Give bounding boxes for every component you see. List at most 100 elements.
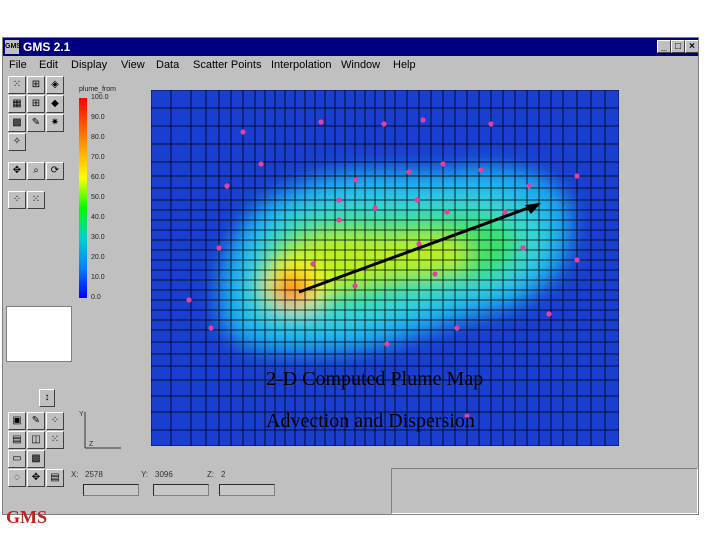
menu-window[interactable]: Window [341, 59, 381, 71]
legend-label: 0.0 [91, 294, 101, 301]
scatter-point[interactable] [336, 217, 342, 223]
scatter-point[interactable] [318, 119, 324, 125]
pattern-tool-icon[interactable]: ⁙ [46, 431, 64, 449]
menu-view[interactable]: View [121, 59, 145, 71]
grid-tool-icon[interactable]: ▦ [8, 95, 26, 113]
caption-subtitle: Advection and Dispersion [266, 410, 475, 432]
scatter-point[interactable] [384, 341, 390, 347]
select-node-tool-icon[interactable]: ◈ [46, 76, 64, 94]
scatter-point[interactable] [414, 197, 420, 203]
app-icon[interactable]: GMS [5, 40, 21, 54]
node-move-tool-icon[interactable]: ✥ [27, 469, 45, 487]
scatter-point[interactable] [574, 173, 580, 179]
x-field[interactable] [83, 484, 139, 496]
menu-data[interactable]: Data [156, 59, 180, 71]
create-grid-tool-icon[interactable]: ⊞ [27, 95, 45, 113]
rotate-tool-icon[interactable]: ⟳ [46, 162, 64, 180]
menu-edit[interactable]: Edit [39, 59, 58, 71]
plume-map-view[interactable] [151, 90, 619, 446]
scatter-point[interactable] [440, 161, 446, 167]
select-tin-tool-icon[interactable]: ⁙ [8, 76, 26, 94]
flow-direction-arrow [298, 202, 540, 294]
shape-tool-icon[interactable]: ◆ [46, 95, 64, 113]
draw-tool-icon[interactable]: ✎ [27, 412, 45, 430]
scatter-point[interactable] [444, 209, 450, 215]
menu-file[interactable]: File [9, 59, 27, 71]
spray-tool-icon[interactable]: ◌ [8, 469, 26, 487]
legend-label: 90.0 [91, 114, 105, 121]
scatter-point[interactable] [208, 325, 214, 331]
y-field[interactable] [153, 484, 209, 496]
scatter-point[interactable] [478, 167, 484, 173]
gms-logo: GMS [6, 507, 48, 527]
scatter-point[interactable] [488, 121, 494, 127]
scatter-point[interactable] [336, 197, 342, 203]
tool-palette: ⁙ ⊞ ◈ ▦ ⊞ ◆ ▩ ✎ ✷ ✧ ✥ ⌕ ⟳ ⁘ ⁙ ↕ ▣ ✎ ⁘ ▤ … [3, 76, 69, 514]
scatter-point[interactable] [406, 169, 412, 175]
scatter-point[interactable] [186, 297, 192, 303]
point-grid-tool-icon[interactable]: ⁙ [27, 191, 45, 209]
preview-panel [6, 306, 72, 362]
scatter-point[interactable] [520, 245, 526, 251]
menu-interpolation[interactable]: Interpolation [271, 59, 332, 71]
y-label: Y: [141, 470, 149, 479]
legend-color-ramp [79, 98, 87, 298]
svg-text:Y: Y [79, 411, 84, 418]
scatter-point[interactable] [352, 283, 358, 289]
select-tool-icon[interactable]: ▣ [8, 412, 26, 430]
scatter-point[interactable] [240, 129, 246, 135]
menu-display[interactable]: Display [71, 59, 108, 71]
z-field[interactable] [219, 484, 275, 496]
dots-tool-icon[interactable]: ⁘ [46, 412, 64, 430]
legend-label: 50.0 [91, 194, 105, 201]
scatter-point[interactable] [546, 311, 552, 317]
scatter-points [186, 117, 580, 419]
arrow-head-icon [525, 203, 541, 214]
scatter-point[interactable] [420, 117, 426, 123]
model-grid [151, 90, 619, 446]
mesh-tool-icon[interactable]: ▩ [8, 114, 26, 132]
close-button[interactable]: × [685, 40, 698, 53]
pan-tool-icon[interactable]: ✥ [8, 162, 26, 180]
z-value: 2 [221, 470, 226, 479]
scatter-tool-icon[interactable]: ⁘ [8, 191, 26, 209]
legend-label: 60.0 [91, 174, 105, 181]
color-tool-icon[interactable]: ✷ [46, 114, 64, 132]
scatter-point[interactable] [416, 241, 422, 247]
zoom-tool-icon[interactable]: ⌕ [27, 162, 45, 180]
scatter-point[interactable] [372, 205, 378, 211]
scatter-point[interactable] [502, 209, 508, 215]
scatter-point[interactable] [526, 183, 532, 189]
cube-tool-icon[interactable]: ◫ [27, 431, 45, 449]
select-cell-tool-icon[interactable]: ⊞ [27, 76, 45, 94]
scatter-point[interactable] [310, 261, 316, 267]
coordinate-readout: X: 2578 Y: 3096 Z: 2 [69, 468, 389, 514]
maximize-button[interactable]: □ [671, 40, 685, 53]
x-label: X: [71, 470, 79, 479]
minimize-button[interactable]: _ [657, 40, 671, 53]
menu-scatter-points[interactable]: Scatter Points [193, 59, 262, 71]
scatter-point[interactable] [258, 161, 264, 167]
z-label: Z: [207, 470, 215, 479]
scatter-point[interactable] [216, 245, 222, 251]
compass-tool-icon[interactable]: ✧ [8, 133, 26, 151]
scatter-point[interactable] [464, 413, 470, 419]
legend-label: 100.0 [91, 94, 109, 101]
legend-label: 70.0 [91, 154, 105, 161]
y-value: 3096 [155, 470, 173, 479]
edit-tool-icon[interactable]: ✎ [27, 114, 45, 132]
scatter-point[interactable] [353, 177, 359, 183]
scatter-point[interactable] [224, 183, 230, 189]
print-tool-icon[interactable]: ▤ [46, 469, 64, 487]
scatter-point[interactable] [454, 325, 460, 331]
layer-tool-icon[interactable]: ▤ [8, 431, 26, 449]
scatter-point[interactable] [432, 271, 438, 277]
up-arrow-icon[interactable]: ↕ [39, 389, 55, 407]
monitor-tool-icon[interactable]: ▭ [8, 450, 26, 468]
legend-title: plume_from [79, 86, 116, 93]
menu-help[interactable]: Help [393, 59, 416, 71]
check-tool-icon[interactable]: ▩ [27, 450, 45, 468]
title-bar[interactable]: GMS GMS 2.1 _ □ × [3, 38, 698, 56]
scatter-point[interactable] [381, 121, 387, 127]
scatter-point[interactable] [574, 257, 580, 263]
